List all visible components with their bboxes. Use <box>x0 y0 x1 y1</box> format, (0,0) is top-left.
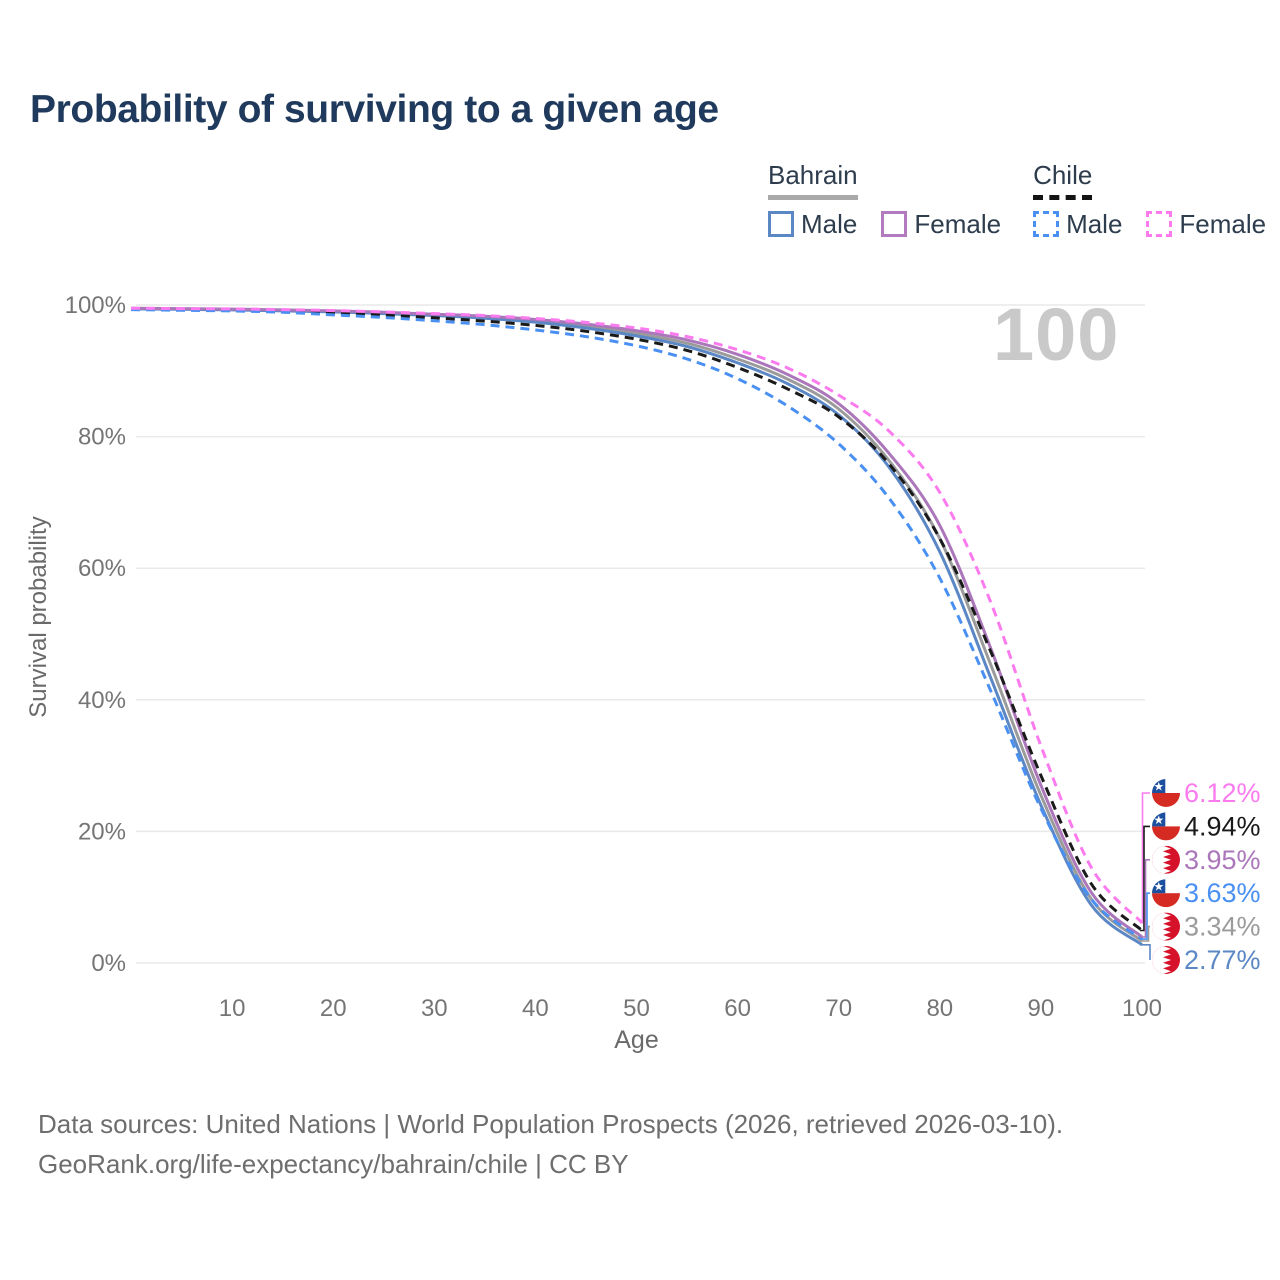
y-tick-label: 80% <box>78 424 126 451</box>
x-tick-label: 90 <box>1028 995 1055 1022</box>
legend-item-label: Male <box>801 208 858 239</box>
attribution-line: GeoRank.org/life-expectancy/bahrain/chil… <box>38 1149 629 1179</box>
end-value-label-chile-total: 4.94% <box>1184 811 1261 841</box>
x-tick-label: 20 <box>320 995 347 1022</box>
legend-country-bahrain: Bahrain <box>768 161 858 200</box>
end-label-connector-bahrain-male <box>1140 944 1151 960</box>
legend-item-label: Male <box>1066 208 1123 239</box>
series-line-chile-female <box>130 306 1144 924</box>
x-axis-title: Age <box>614 1026 658 1054</box>
y-tick-label: 0% <box>91 950 126 977</box>
page-title: Probability of surviving to a given age <box>30 88 719 131</box>
legend-swatch <box>881 211 908 238</box>
legend-swatch <box>1033 211 1060 238</box>
x-tick-label: 80 <box>926 995 953 1022</box>
legend-group-bahrain: Bahrain Male Female <box>768 161 1001 240</box>
y-tick-label: 40% <box>78 687 126 714</box>
bahrain-flag-icon <box>1152 946 1180 974</box>
legend-item-label: Female <box>914 208 1002 239</box>
end-value-label-chile-female: 6.12% <box>1184 778 1261 808</box>
chile-flag-icon: ★ <box>1152 779 1180 807</box>
series-line-bahrain-male <box>130 307 1143 947</box>
end-value-label-bahrain-female: 3.95% <box>1184 845 1261 875</box>
end-label-connector-chile-female <box>1140 792 1150 924</box>
y-axis-title: Survival probability <box>25 516 52 717</box>
y-tick-label: 100% <box>65 292 126 319</box>
legend-checkbox-bahrain-male[interactable]: Male <box>768 209 857 240</box>
chile-flag-icon: ★ <box>1152 812 1180 841</box>
series-line-chile-total <box>130 307 1144 932</box>
legend-item-label: Female <box>1179 208 1267 239</box>
series-line-chile-male <box>130 308 1143 941</box>
svg-text:★: ★ <box>1153 880 1164 894</box>
legend-swatch <box>1146 211 1173 238</box>
x-tick-label: 10 <box>219 995 246 1022</box>
legend-country-chile: Chile <box>1033 161 1093 200</box>
x-tick-label: 100 <box>1122 995 1162 1022</box>
end-label-connector-chile-male <box>1140 892 1150 940</box>
series-line-bahrain-total <box>130 307 1143 943</box>
x-tick-label: 60 <box>724 995 751 1022</box>
chart-legend: Bahrain Male Female Chile Male Female <box>768 161 1266 240</box>
x-tick-label: 30 <box>421 995 448 1022</box>
y-tick-label: 60% <box>78 555 126 582</box>
chile-flag-icon: ★ <box>1152 879 1180 908</box>
x-tick-label: 70 <box>825 995 852 1022</box>
bahrain-flag-icon <box>1152 912 1180 941</box>
end-label-connector-bahrain-total <box>1140 925 1150 942</box>
age-counter-watermark: 100 <box>993 293 1120 376</box>
legend-group-chile: Chile Male Female <box>1033 161 1266 240</box>
legend-checkbox-chile-female[interactable]: Female <box>1146 209 1266 240</box>
end-label-connector-chile-total <box>1140 825 1150 932</box>
end-value-label-chile-male: 3.63% <box>1184 878 1261 908</box>
x-tick-label: 50 <box>623 995 650 1022</box>
legend-items-row: Male Female <box>1033 209 1266 240</box>
chart-footer: Data sources: United Nations | World Pop… <box>38 1104 1063 1184</box>
series-line-bahrain-female <box>130 306 1143 939</box>
svg-text:★: ★ <box>1153 780 1164 794</box>
legend-checkbox-chile-male[interactable]: Male <box>1033 209 1122 240</box>
end-value-label-bahrain-male: 2.77% <box>1184 945 1261 975</box>
legend-swatch <box>768 211 794 238</box>
y-tick-label: 20% <box>78 818 126 845</box>
end-value-label-bahrain-total: 3.34% <box>1184 912 1261 942</box>
legend-checkbox-bahrain-female[interactable]: Female <box>881 209 1001 240</box>
legend-items-row: Male Female <box>768 209 1001 240</box>
end-label-connector-bahrain-female <box>1140 859 1150 938</box>
x-tick-label: 40 <box>522 995 549 1022</box>
bahrain-flag-icon <box>1152 845 1180 874</box>
svg-text:★: ★ <box>1153 813 1164 827</box>
data-sources-line: Data sources: United Nations | World Pop… <box>38 1109 1064 1139</box>
